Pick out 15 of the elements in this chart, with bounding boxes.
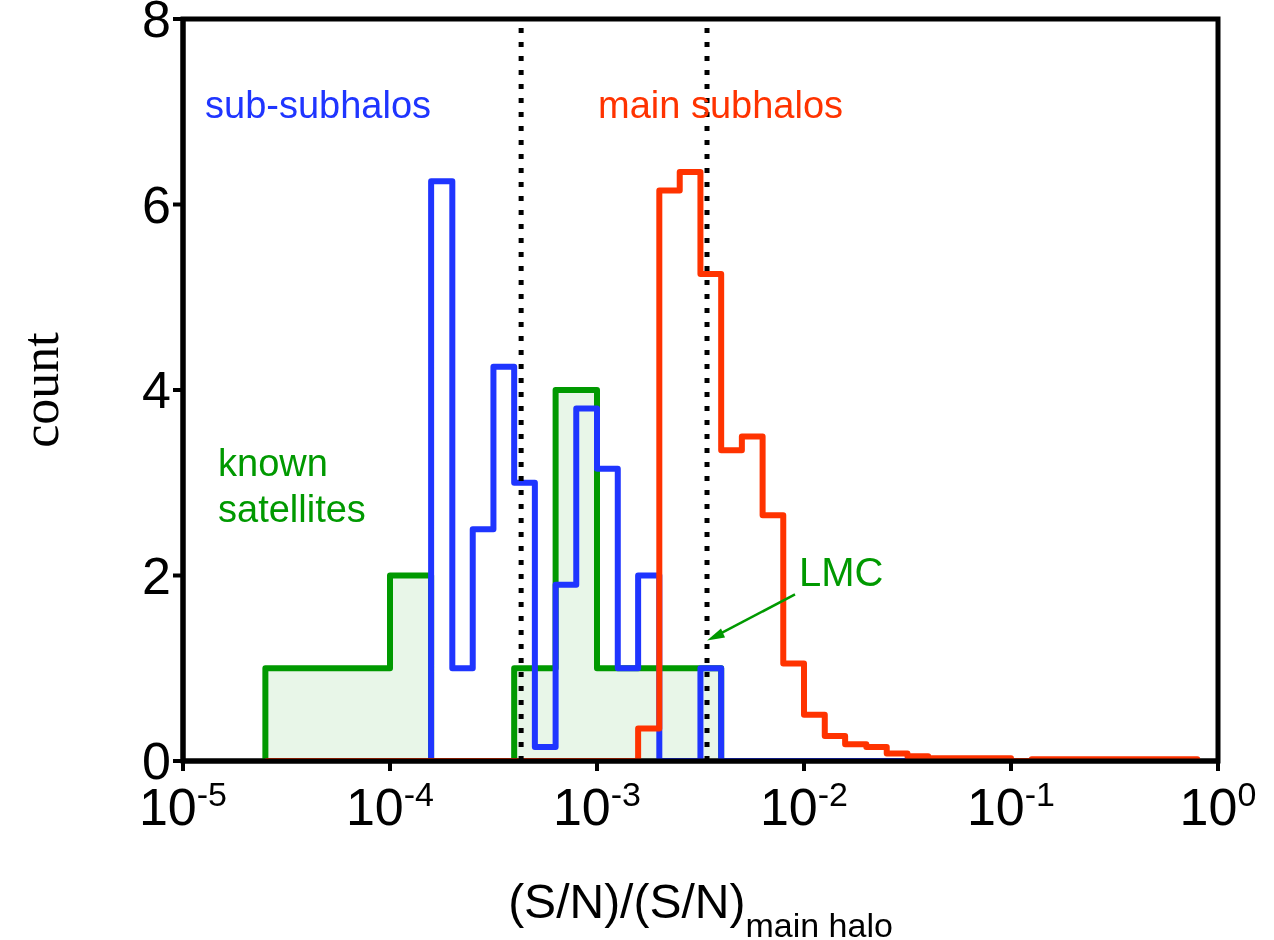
series-label: known satellites [218,441,367,532]
x-tick-label: 10$^{-2}$ [759,775,849,836]
annotation: LMC [799,550,884,595]
x-tick-label: 10$^{-3}$ [552,775,642,836]
y-axis-title: count [12,331,69,448]
y-tick-label: 2 [142,546,171,605]
y-tick-label: 4 [142,361,171,420]
series-label: main subhalos [598,83,845,128]
x-axis-title: (S/N)/(S/N)$_{main halo}$ [508,875,893,940]
x-tick-label: 10$^{-4}$ [345,775,435,836]
series-label: sub-subhalos [205,83,433,128]
y-tick-label: 6 [142,175,171,234]
y-tick-label: 8 [142,0,171,49]
x-tick-label: 10$^{-1}$ [966,775,1056,836]
x-tick-label: 10$^{0}$ [1179,775,1257,836]
